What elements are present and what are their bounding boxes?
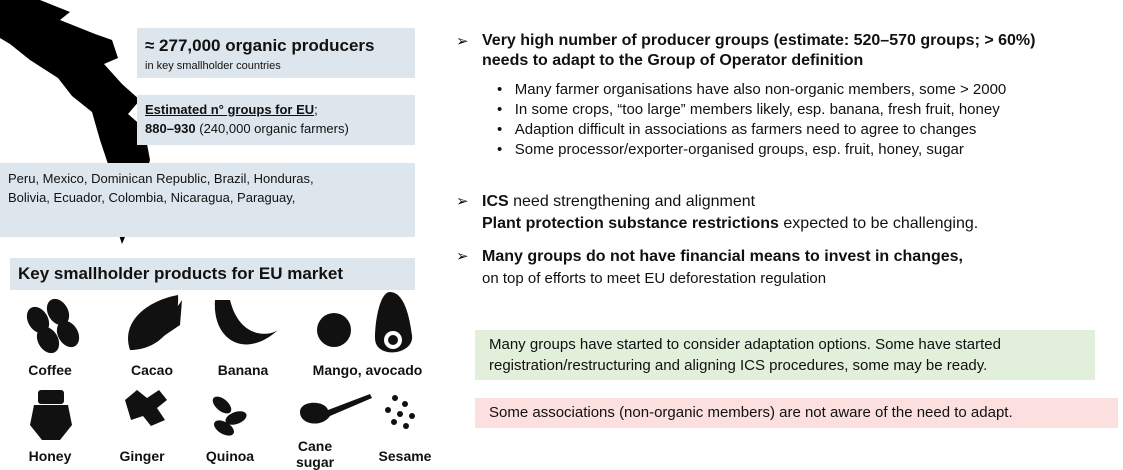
red-note-text: Some associations (non-organic members) … (489, 404, 1013, 421)
product-label: Banana (217, 362, 269, 378)
green-note-text: Many groups have started to consider ada… (489, 336, 1001, 374)
map (0, 0, 150, 244)
producers-headline: ≈ 277,000 organic producers (145, 36, 375, 55)
product-label: Sesame (378, 448, 432, 464)
product-label: Honey (28, 448, 72, 464)
text: expected to be challenging. (778, 215, 979, 232)
product-label: Cane sugar (295, 438, 335, 470)
sub-bullet: • Adaption difficult in associations as … (497, 121, 977, 138)
arrow: ➢ (456, 248, 469, 265)
products-title-text: Key smallholder products for EU market (18, 264, 343, 283)
red-note: Some associations (non-organic members) … (475, 398, 1118, 428)
product-label: Ginger (119, 448, 165, 464)
countries-box: Peru, Mexico, Dominican Republic, Brazil… (0, 163, 415, 237)
text: on top of efforts to meet EU deforestati… (482, 270, 827, 287)
point-ics: ICS need strengthening and alignment Pla… (482, 191, 1102, 235)
graphics (0, 0, 415, 440)
arrow: ➢ (456, 33, 469, 50)
products-title: Key smallholder products for EU market (10, 258, 415, 290)
bold-text: Plant protection substance restrictions (482, 215, 779, 232)
groups-box: Estimated n° groups for EU; 880–930 (240… (137, 95, 415, 145)
groups-range: 880–930 (145, 121, 196, 136)
bold-text: Many groups do not have financial means … (482, 248, 963, 265)
arrow: ➢ (456, 193, 469, 210)
product-label: Cacao (130, 362, 174, 378)
product-label: Coffee (28, 362, 72, 378)
countries: Peru, Mexico, Dominican Republic, Brazil… (8, 171, 314, 205)
bold-text: ICS (482, 193, 509, 210)
product-label: Mango, avocado (312, 362, 423, 378)
sub-bullet: • Some processor/exporter-organised grou… (497, 141, 964, 158)
sub-bullet: • In some crops, “too large” members lik… (497, 101, 1000, 118)
sub-bullets: • Many farmer organisations have also no… (497, 80, 1107, 160)
producers-sub: in key smallholder countries (145, 60, 281, 72)
sub-bullet-text: Adaption difficult in associations as fa… (514, 121, 977, 138)
groups-label: Estimated n° groups for EU (145, 102, 315, 117)
sub-bullet: • Many farmer organisations have also no… (497, 81, 1007, 98)
sub-bullet-text: In some crops, “too large” members likel… (514, 101, 1000, 118)
point-heading: Very high number of producer groups (est… (482, 32, 1036, 69)
groups-detail: (240,000 organic farmers) (199, 121, 349, 136)
icons (26, 292, 415, 440)
producers-box: ≈ 277,000 organic producers in key small… (137, 28, 415, 78)
text: need strengthening and alignment (508, 193, 756, 210)
sub-bullet-text: Some processor/exporter-organised groups… (514, 141, 964, 158)
product-label: Quinoa (205, 448, 255, 464)
point-finance: Many groups do not have financial means … (482, 246, 1102, 290)
green-note: Many groups have started to consider ada… (475, 330, 1095, 380)
groups-punct: ; (314, 102, 318, 117)
sub-bullet-text: Many farmer organisations have also non-… (514, 81, 1007, 98)
